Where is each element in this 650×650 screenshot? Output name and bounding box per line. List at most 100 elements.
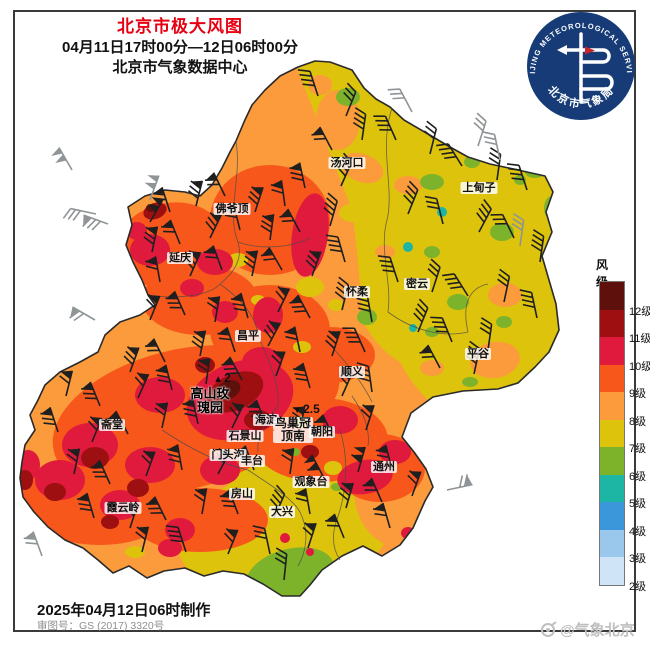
wind-barb (419, 344, 441, 369)
station-label: 房山 (229, 488, 255, 500)
wind-barb (274, 547, 288, 581)
wind-barb-outside (446, 474, 473, 491)
legend-swatch-6级 (600, 447, 624, 475)
map-review-number: 审图号：GS (2017) 3320号 (37, 620, 165, 632)
station-label: 昌平 (235, 330, 261, 342)
station-value-marker: ▲2 (213, 371, 231, 385)
wind-barb (40, 407, 59, 433)
wind-barb (81, 381, 101, 407)
wind-barb (143, 226, 159, 253)
wind-barb (305, 250, 322, 277)
legend-swatch-8级 (600, 392, 624, 420)
wind-barb (490, 213, 515, 239)
wind-barb (270, 180, 286, 207)
wind-barb (76, 492, 95, 519)
wind-barb (141, 450, 156, 477)
wind-barb (145, 294, 161, 321)
wind-barb (229, 401, 245, 429)
wind-barb-outside (82, 214, 109, 231)
station-label: 怀柔 (344, 286, 370, 298)
legend-label: 6级 (629, 470, 647, 483)
wind-barb (248, 186, 264, 213)
station-label: 丰台 (239, 455, 265, 467)
station-label-text: 丰台 (239, 455, 265, 467)
marker-triangle-icon: ▼ (292, 405, 303, 416)
station-label: 高山玫 瑰园 (188, 387, 231, 415)
wind-barb (373, 115, 397, 141)
station-label: 斋堂 (99, 419, 125, 431)
wind-barb (260, 247, 283, 271)
wind-barb (323, 192, 338, 227)
wind-barb (205, 172, 226, 197)
station-label-text: 通州 (371, 461, 397, 473)
wind-barb (325, 234, 346, 263)
station-label-text: 石景山 (226, 430, 264, 442)
wind-barb (193, 488, 208, 515)
station-label-text: 瑰园 (196, 400, 224, 415)
watermark-text: @气象北京 (560, 622, 635, 639)
wind-barb (223, 528, 239, 555)
legend-label: 11级 (629, 333, 650, 345)
wind-barb (297, 69, 319, 97)
data-source: 北京市气象数据中心 (112, 59, 248, 76)
station-label: 鸟巢冠 顶南 (272, 416, 314, 443)
wind-barb (325, 513, 345, 539)
legend-swatch-7级 (600, 419, 624, 447)
station-label-text: 观象台 (292, 476, 330, 488)
station-label-text: 顺义 (339, 366, 365, 378)
wind-barb (351, 446, 366, 473)
wind-barb-outside (51, 147, 73, 171)
wind-barb (289, 294, 311, 319)
wind-barb-outside (482, 131, 501, 161)
wind-barb (152, 187, 171, 213)
beijing-meteorological-service-logo: BEIJING METEOROLOGICAL SERVICE 北京市气象局 (519, 6, 635, 120)
wind-barb (144, 256, 161, 283)
wind-barb (247, 399, 267, 425)
wind-barb (362, 477, 383, 503)
legend-swatch-3级 (600, 529, 624, 557)
wind-barb (413, 298, 429, 333)
wind-vane-icon (561, 32, 614, 104)
station-label-text: 上甸子 (460, 182, 498, 194)
wind-barb (147, 197, 164, 223)
wind-barb (506, 163, 528, 191)
legend-swatch-5级 (600, 474, 624, 502)
wind-barb (90, 459, 111, 485)
beijing-outline (19, 60, 560, 597)
station-label: 佛爷顶 (213, 203, 251, 215)
station-label-text: 鸟巢冠 (272, 416, 314, 430)
legend-label: 3级 (629, 553, 647, 565)
legend-colorbar (599, 281, 625, 586)
page-title: 北京市极大风图 (117, 17, 243, 36)
wind-barb (430, 316, 453, 343)
station-label-text: 门头沟 (209, 449, 247, 461)
station-label-text: 平谷 (465, 348, 491, 360)
legend-swatch-2级 (600, 557, 624, 585)
station-label: 延庆 (167, 252, 193, 264)
legend-label: 7级 (629, 443, 647, 455)
legend-swatch-10级 (600, 337, 624, 365)
wind-barb (424, 195, 444, 225)
wind-barb-outside (69, 306, 96, 322)
wind-barb (66, 448, 81, 475)
marker-value: 2.5 (303, 402, 320, 416)
wind-barb (302, 522, 317, 549)
wind-barb (146, 496, 167, 521)
wind-barb (217, 327, 236, 353)
wind-barb (221, 356, 243, 381)
legend-label: 9级 (629, 388, 647, 400)
wind-barb (155, 364, 173, 391)
wind-barb-outside (387, 88, 413, 113)
station-label-text: 怀柔 (344, 286, 370, 298)
wind-barb (372, 502, 391, 529)
wind-barb (243, 250, 259, 277)
wind-barb-outside (473, 112, 487, 147)
production-time: 2025年04月12日06时制作 (37, 602, 211, 619)
station-label: 大兴 (269, 506, 295, 518)
wind-barb (182, 398, 199, 425)
station-label-text: 斋堂 (99, 419, 125, 431)
legend-swatch-4级 (600, 502, 624, 530)
station-label: 霞云岭 (104, 502, 142, 514)
wind-barb (476, 198, 492, 233)
station-label-text: 密云 (404, 278, 430, 290)
